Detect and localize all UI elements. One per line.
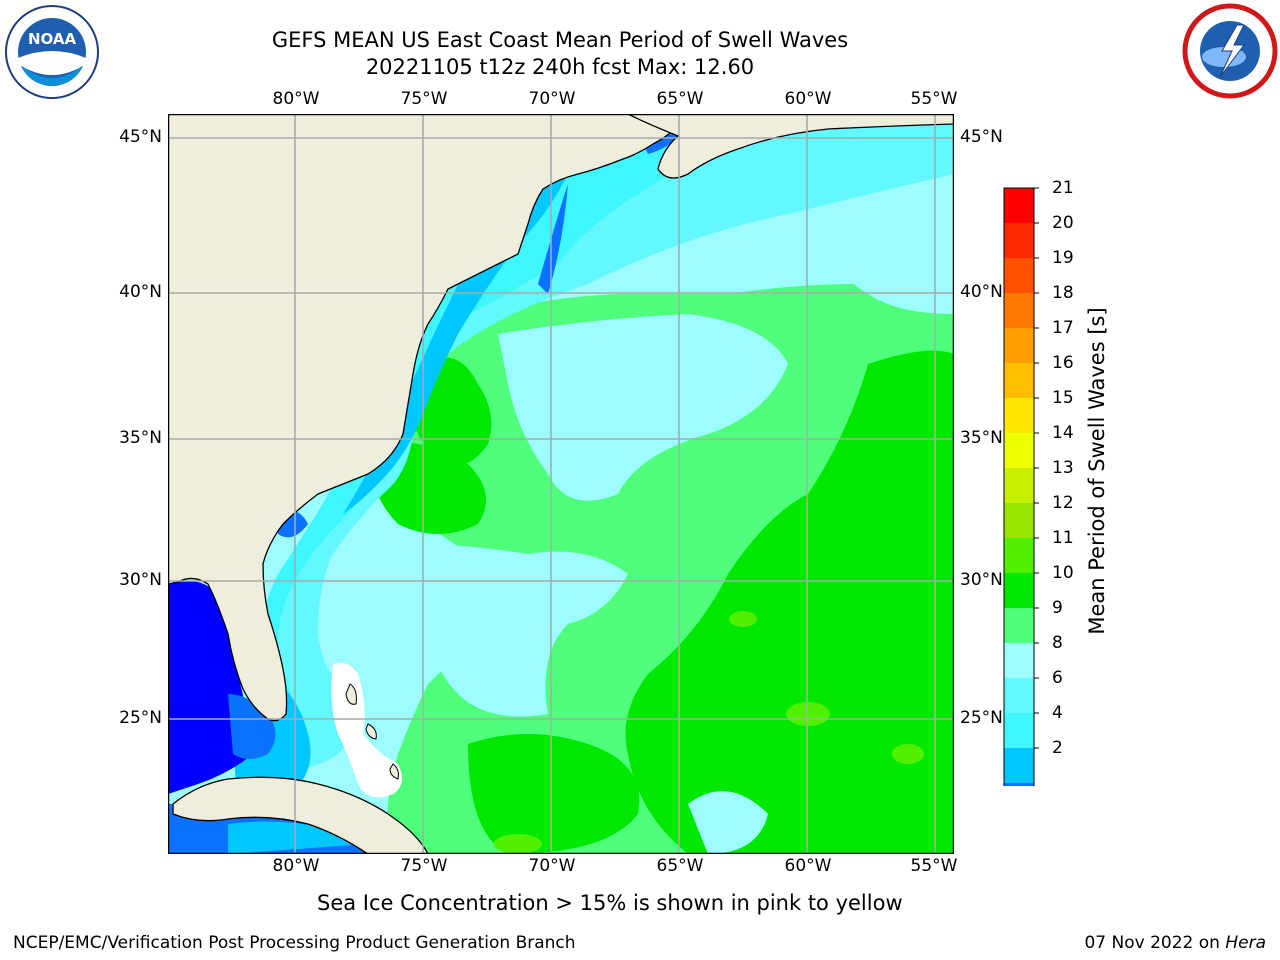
- lat-label-left-35n: 35°N: [119, 428, 162, 448]
- colorbar-tick-label: 10: [1052, 563, 1074, 583]
- land-bahamas-a: [345, 683, 357, 705]
- colorbar-tick-label: 19: [1052, 248, 1074, 268]
- colorbar-swatch: [1004, 328, 1034, 363]
- lon-label-bottom-65w: 65°W: [656, 856, 704, 876]
- colorbar-swatch: [1004, 188, 1034, 223]
- land-bahamas-c: [389, 763, 399, 780]
- lon-label-top-75w: 75°W: [400, 89, 448, 109]
- caribbean-cyan: [228, 821, 368, 854]
- swell-zone-11-12-b: [729, 611, 757, 627]
- nws-logo: [1182, 3, 1278, 99]
- colorbar-tick-label: 11: [1052, 528, 1074, 548]
- land-bahamas-b: [365, 723, 377, 740]
- colorbar-swatch: [1004, 538, 1034, 573]
- lat-label-right-40n: 40°N: [960, 282, 1003, 302]
- colorbar-swatch: [1004, 258, 1034, 293]
- lon-label-bottom-80w: 80°W: [272, 856, 320, 876]
- lon-label-bottom-70w: 70°W: [528, 856, 576, 876]
- land-north-america: [168, 114, 689, 722]
- swell-zone-11-12-a: [786, 702, 830, 726]
- swell-zone-8-9-east-a: [808, 190, 954, 314]
- footer-date-text: 07 Nov 2022 on: [1084, 933, 1226, 953]
- footer-producer: NCEP/EMC/Verification Post Processing Pr…: [13, 933, 576, 953]
- colorbar-tick-label: 17: [1052, 318, 1074, 338]
- colorbar-tick-label: 21: [1052, 178, 1074, 198]
- map-frame: [168, 114, 954, 854]
- colorbar-swatch: [1004, 503, 1034, 538]
- colorbar-tick-label: 6: [1052, 668, 1063, 688]
- footer-date: 07 Nov 2022 on Hera: [1084, 933, 1266, 953]
- swell-zone-10-11-south: [468, 734, 640, 854]
- swell-zone-11-12-d: [494, 834, 542, 854]
- lon-label-bottom-60w: 60°W: [784, 856, 832, 876]
- colorbar-tick-label: 16: [1052, 353, 1074, 373]
- colorbar: [1003, 187, 1039, 786]
- colorbar-swatch: [1004, 783, 1034, 786]
- lat-label-right-25n: 25°N: [960, 708, 1003, 728]
- colorbar-swatch: [1004, 608, 1034, 643]
- gulf-deep-blue: [168, 580, 253, 794]
- colorbar-swatch: [1004, 433, 1034, 468]
- sea-ice-note: Sea Ice Concentration > 15% is shown in …: [317, 891, 903, 915]
- colorbar-tick-label: 15: [1052, 388, 1074, 408]
- colorbar-tick-label: 18: [1052, 283, 1074, 303]
- colorbar-tick-label: 14: [1052, 423, 1074, 443]
- lon-label-top-70w: 70°W: [528, 89, 576, 109]
- lat-label-left-30n: 30°N: [119, 570, 162, 590]
- swell-zone-8-9-corridor: [498, 314, 788, 501]
- lat-label-left-45n: 45°N: [119, 127, 162, 147]
- colorbar-swatch: [1004, 678, 1034, 713]
- lon-label-bottom-55w: 55°W: [910, 856, 958, 876]
- lat-label-left-40n: 40°N: [119, 282, 162, 302]
- lat-label-right-45n: 45°N: [960, 127, 1003, 147]
- lon-label-top-60w: 60°W: [784, 89, 832, 109]
- noaa-logo: NOAA: [4, 4, 100, 100]
- colorbar-label-text: Mean Period of Swell Waves [s]: [1085, 307, 1109, 635]
- swell-zone-11-12-c: [892, 744, 924, 764]
- colorbar-tick-label: 8: [1052, 633, 1063, 653]
- colorbar-swatch: [1004, 363, 1034, 398]
- swell-zone-10-11-east: [625, 350, 954, 854]
- land-cuba: [172, 776, 429, 854]
- colorbar-swatch: [1004, 468, 1034, 503]
- colorbar-tick-label: 12: [1052, 493, 1074, 513]
- colorbar-swatch: [1004, 643, 1034, 678]
- coastal-blue-patch-a: [538, 184, 568, 294]
- noaa-logo-text: NOAA: [28, 30, 77, 48]
- swell-period-map: [168, 114, 954, 854]
- colorbar-tick-label: 2: [1052, 738, 1063, 758]
- colorbar-swatch: [1004, 713, 1034, 748]
- chart-title-line1: GEFS MEAN US East Coast Mean Period of S…: [271, 28, 849, 52]
- lat-label-right-30n: 30°N: [960, 570, 1003, 590]
- colorbar-swatch: [1004, 293, 1034, 328]
- colorbar-tick-label: 20: [1052, 213, 1074, 233]
- colorbar-swatch: [1004, 573, 1034, 608]
- lat-label-left-25n: 25°N: [119, 708, 162, 728]
- lat-label-right-35n: 35°N: [960, 428, 1003, 448]
- colorbar-tick-label: 13: [1052, 458, 1074, 478]
- swell-zone-8-9-east-b: [688, 791, 768, 854]
- colorbar-swatch: [1004, 748, 1034, 783]
- swell-zone-8-9-south: [408, 544, 628, 717]
- lon-label-top-80w: 80°W: [272, 89, 320, 109]
- lon-label-bottom-75w: 75°W: [400, 856, 448, 876]
- lon-label-top-55w: 55°W: [910, 89, 958, 109]
- colorbar-tick-label: 9: [1052, 598, 1063, 618]
- colorbar-swatch: [1004, 398, 1034, 433]
- chart-title-line2: 20221105 t12z 240h fcst Max: 12.60: [365, 55, 755, 79]
- lon-label-top-65w: 65°W: [656, 89, 704, 109]
- land-maritimes: [627, 114, 954, 179]
- colorbar-tick-label: 4: [1052, 703, 1063, 723]
- footer-machine: Hera: [1225, 933, 1266, 953]
- colorbar-swatch: [1004, 223, 1034, 258]
- map-gridlines: [168, 114, 954, 854]
